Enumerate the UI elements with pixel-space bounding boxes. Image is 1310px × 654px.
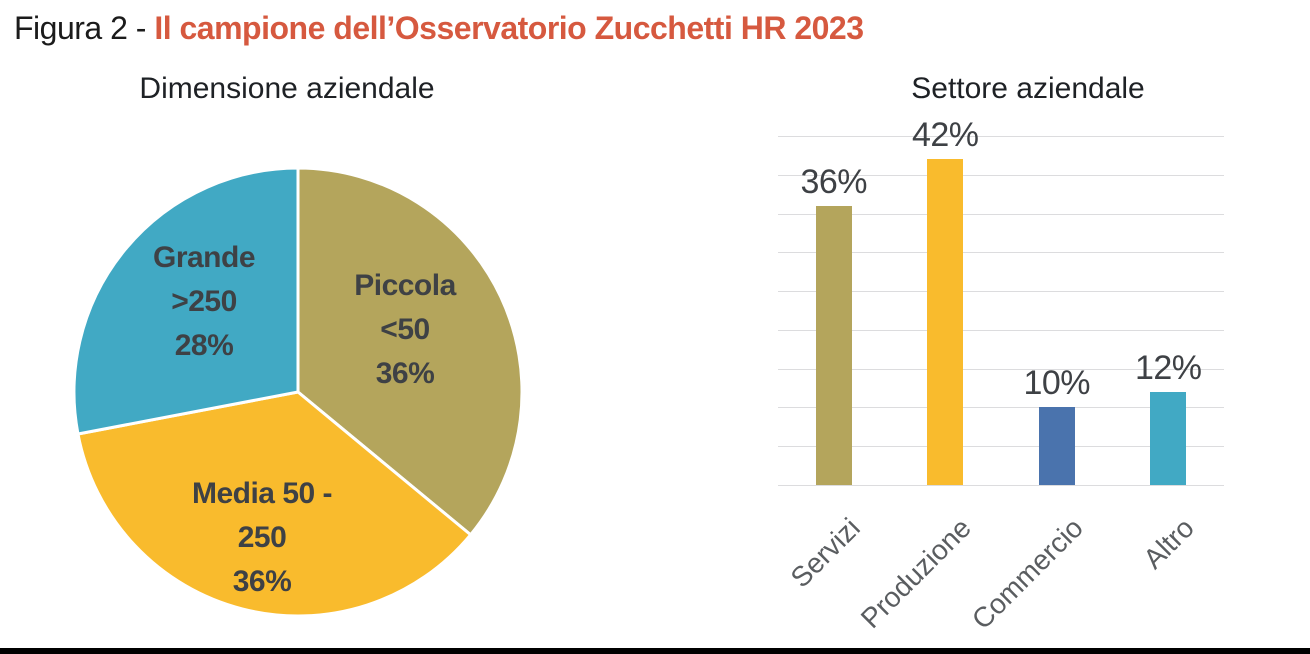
gridline-30 [778,252,1224,254]
pie-label-line: Grande [152,241,256,274]
pie-slice-0 [296,166,524,537]
bar-chart-plot-area: 36% Servizi 42% Produzione 10% Commercio 12% Al… [778,116,1224,635]
figure-title: Figura 2 - Il campione dell’Osservatorio… [14,8,864,48]
bar-value-label-altro: 12% [1134,348,1202,387]
pie-slice-label-2: Grande >250 28% [84,236,324,368]
bar-value-label-commercio: 10% [1023,364,1091,403]
bar-servizi [815,205,852,485]
gridline-0 [778,485,1224,486]
pie-chart [72,166,524,618]
bar-commercio [1038,407,1075,485]
pie-slice-2 [72,166,300,436]
pie-chart-title: Dimensione aziendale [139,72,435,105]
gridline-20 [778,329,1224,331]
gridline-35 [778,213,1224,215]
gridline-10 [778,407,1224,409]
figure-title-prefix: Figura 2 - [14,10,155,46]
bar-value-label-servizi: 36% [800,162,868,201]
pie-slice-label-0: Piccola <50 36% [285,264,525,396]
bar-altro [1150,391,1187,485]
figure-title-emphasis: Il campione dell’Osservatorio Zucchetti … [154,10,864,46]
pie-label-line: <50 [380,313,430,346]
bottom-border-bar [0,648,1310,654]
bar-produzione [927,159,964,485]
pie-label-line: Piccola [354,269,456,302]
pie-label-line: >250 [171,285,237,318]
pie-label-line: 36% [375,357,435,390]
pie-label-line: Media 50 - [191,477,333,510]
bar-chart-title: Settore aziendale [911,72,1145,105]
bar-category-label-altro: Altro [1137,512,1201,575]
gridline-25 [778,291,1224,293]
gridline-15 [778,368,1224,370]
pie-label-line: 28% [174,329,234,362]
pie-label-line: 36% [232,565,292,598]
gridline-40 [778,174,1224,176]
gridline-5 [778,446,1224,448]
pie-label-line: 250 [237,521,287,554]
pie-slice-label-1: Media 50 - 250 36% [142,472,382,604]
pie-slice-1 [76,390,473,618]
bar-value-label-produzione: 42% [911,116,979,155]
gridline-45 [778,136,1224,137]
